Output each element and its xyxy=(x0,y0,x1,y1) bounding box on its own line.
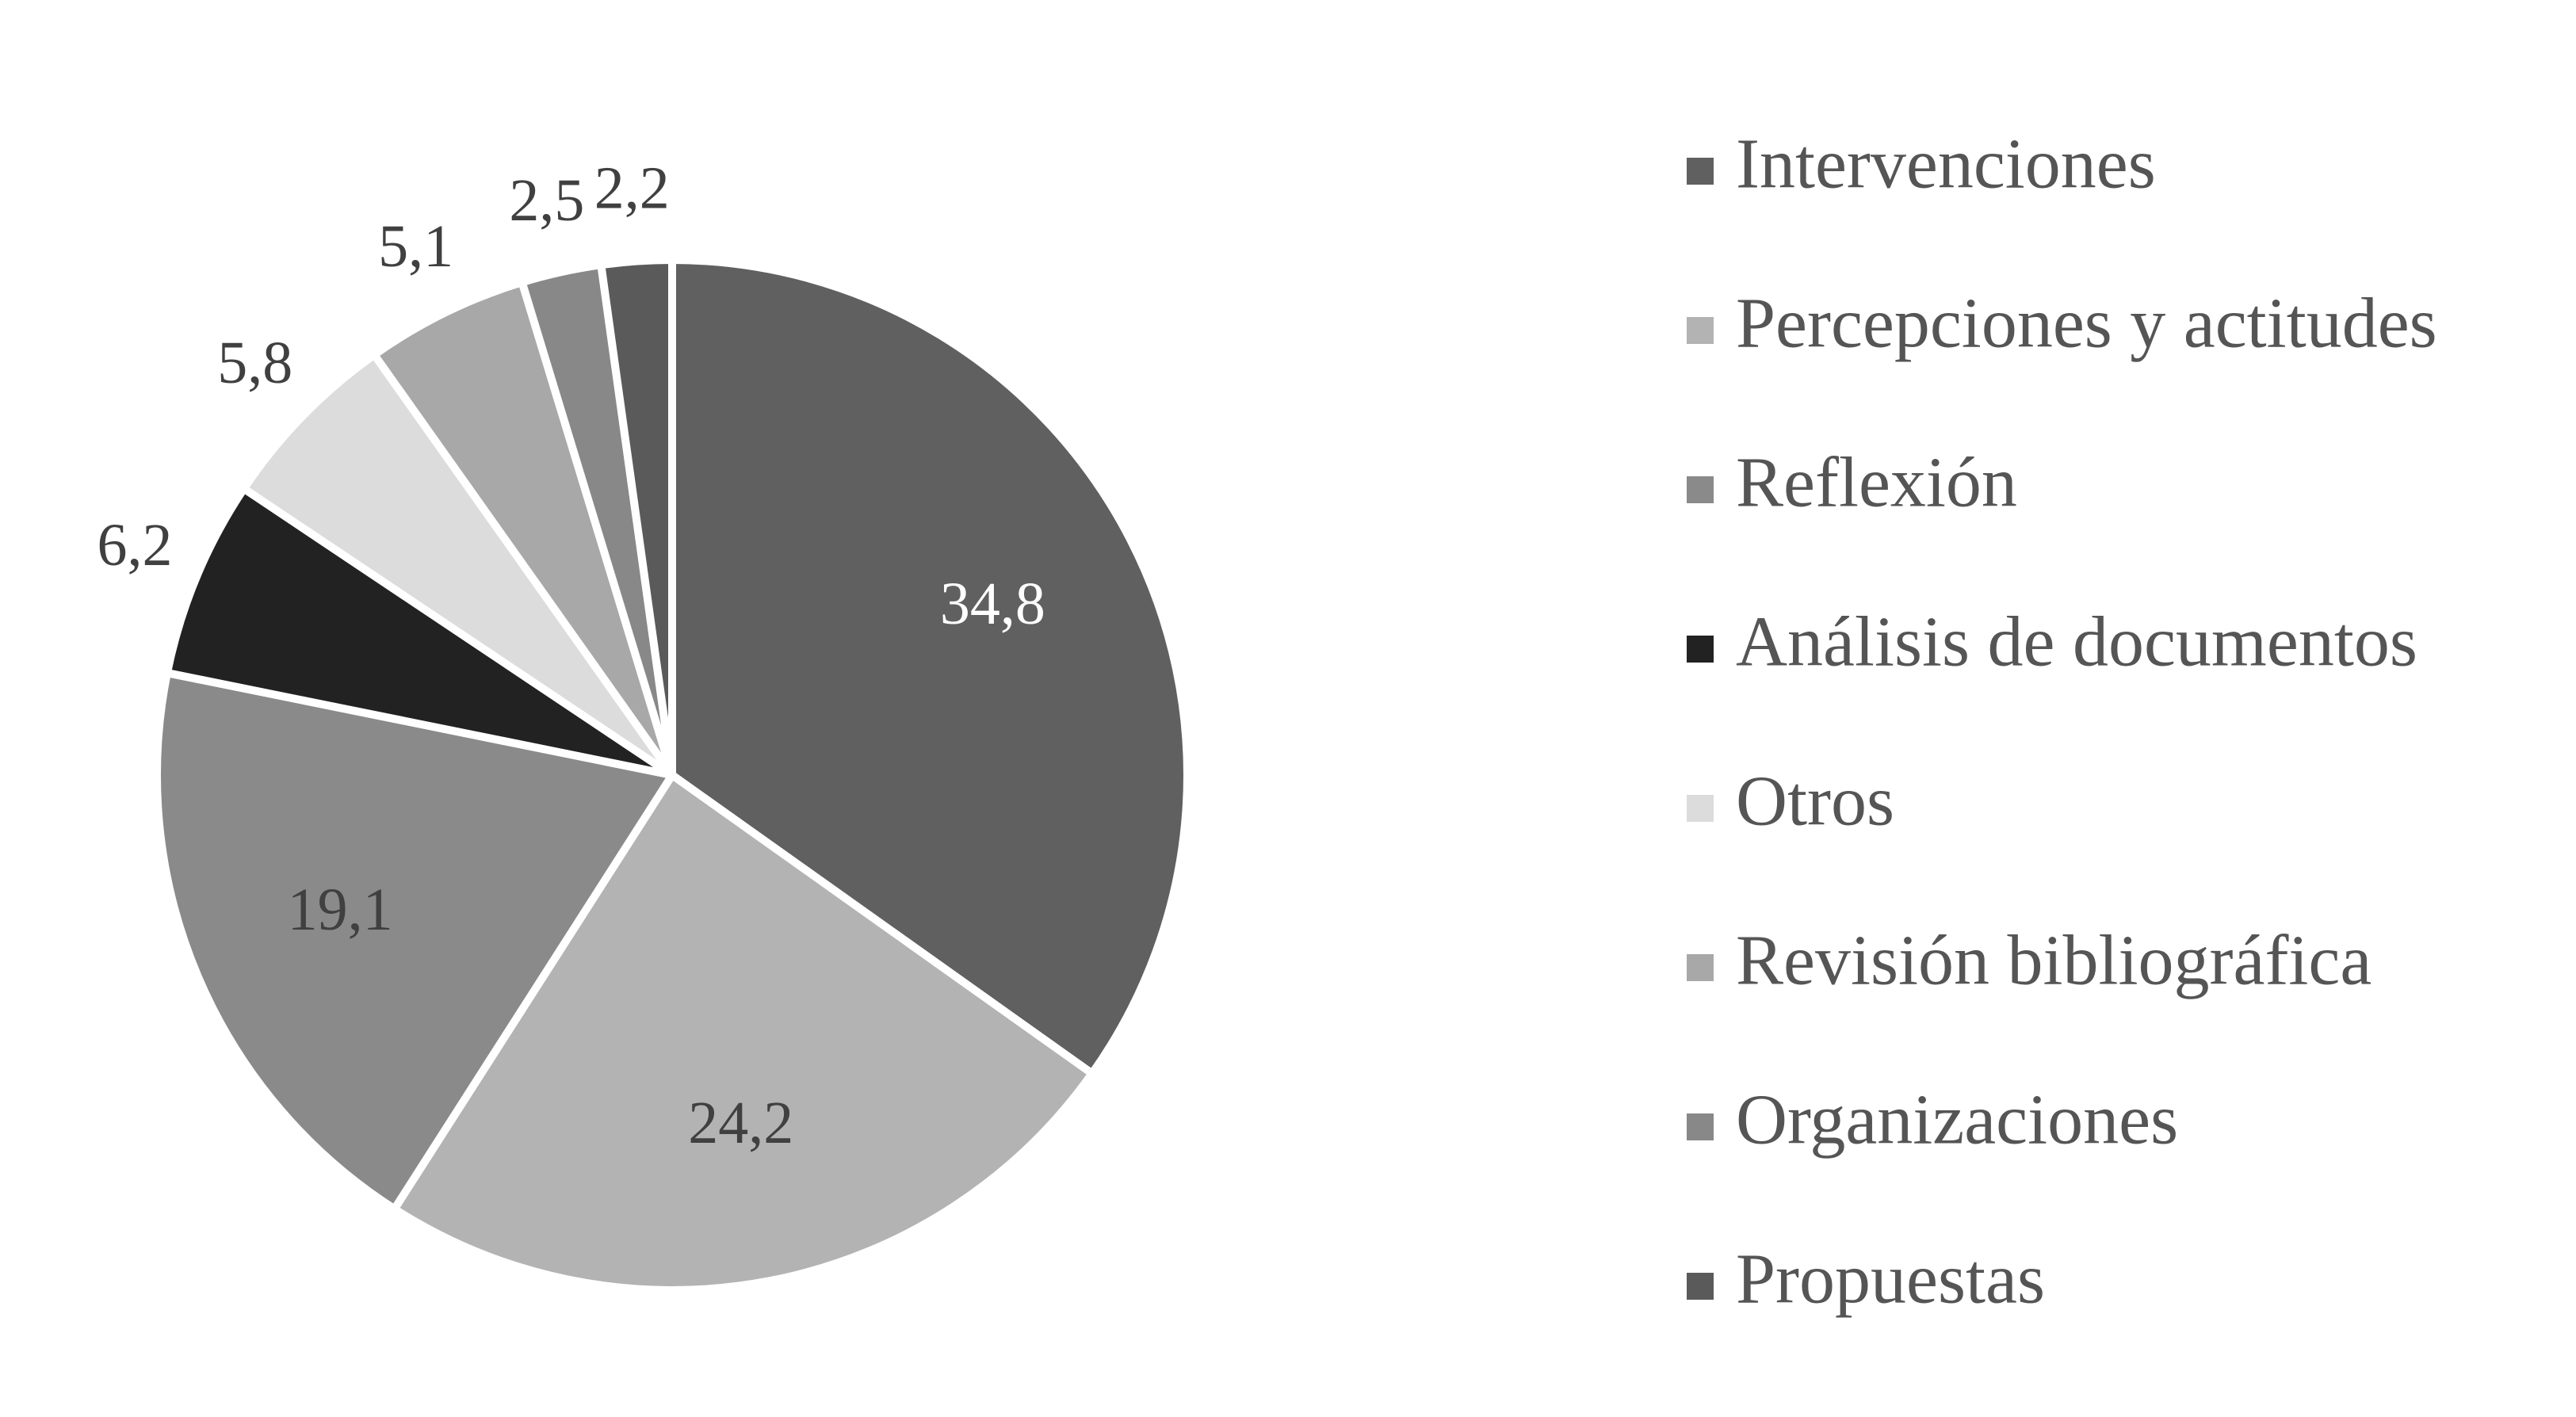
data-label: 2,5 xyxy=(509,167,584,234)
data-label: 6,2 xyxy=(97,512,172,579)
data-label: 24,2 xyxy=(688,1090,793,1156)
legend-swatch xyxy=(1687,954,1714,981)
pie-slice xyxy=(153,669,676,1213)
legend-label: Reflexión xyxy=(1736,444,2017,522)
legend-label: Otros xyxy=(1736,762,1894,841)
legend-label: Revisión bibliográfica xyxy=(1736,922,2372,1000)
pie-slice xyxy=(390,771,1096,1294)
data-label: 34,8 xyxy=(940,571,1045,637)
legend-swatch xyxy=(1687,476,1714,503)
legend-label: Percepciones y actitudes xyxy=(1736,285,2437,363)
legend-label: Análisis de documentos xyxy=(1736,603,2417,682)
legend-swatch xyxy=(1687,158,1714,185)
pie-slice xyxy=(597,256,676,779)
data-label: 5,8 xyxy=(217,330,292,396)
pie-slice xyxy=(162,484,676,779)
legend-swatch xyxy=(1687,795,1714,822)
legend-swatch xyxy=(1687,636,1714,663)
legend-label: Propuestas xyxy=(1736,1240,2045,1319)
legend-swatch xyxy=(1687,1273,1714,1300)
legend-swatch xyxy=(1687,1113,1714,1140)
pie-slice xyxy=(370,278,676,779)
pie-slice xyxy=(239,350,676,779)
legend-swatch xyxy=(1687,317,1714,344)
data-label: 5,1 xyxy=(378,213,453,280)
pie-slice xyxy=(668,256,1191,1078)
data-label: 19,1 xyxy=(288,877,393,943)
legend-label: Organizaciones xyxy=(1736,1081,2178,1159)
legend-label: Intervenciones xyxy=(1736,125,2156,204)
data-label: 2,2 xyxy=(594,155,670,222)
